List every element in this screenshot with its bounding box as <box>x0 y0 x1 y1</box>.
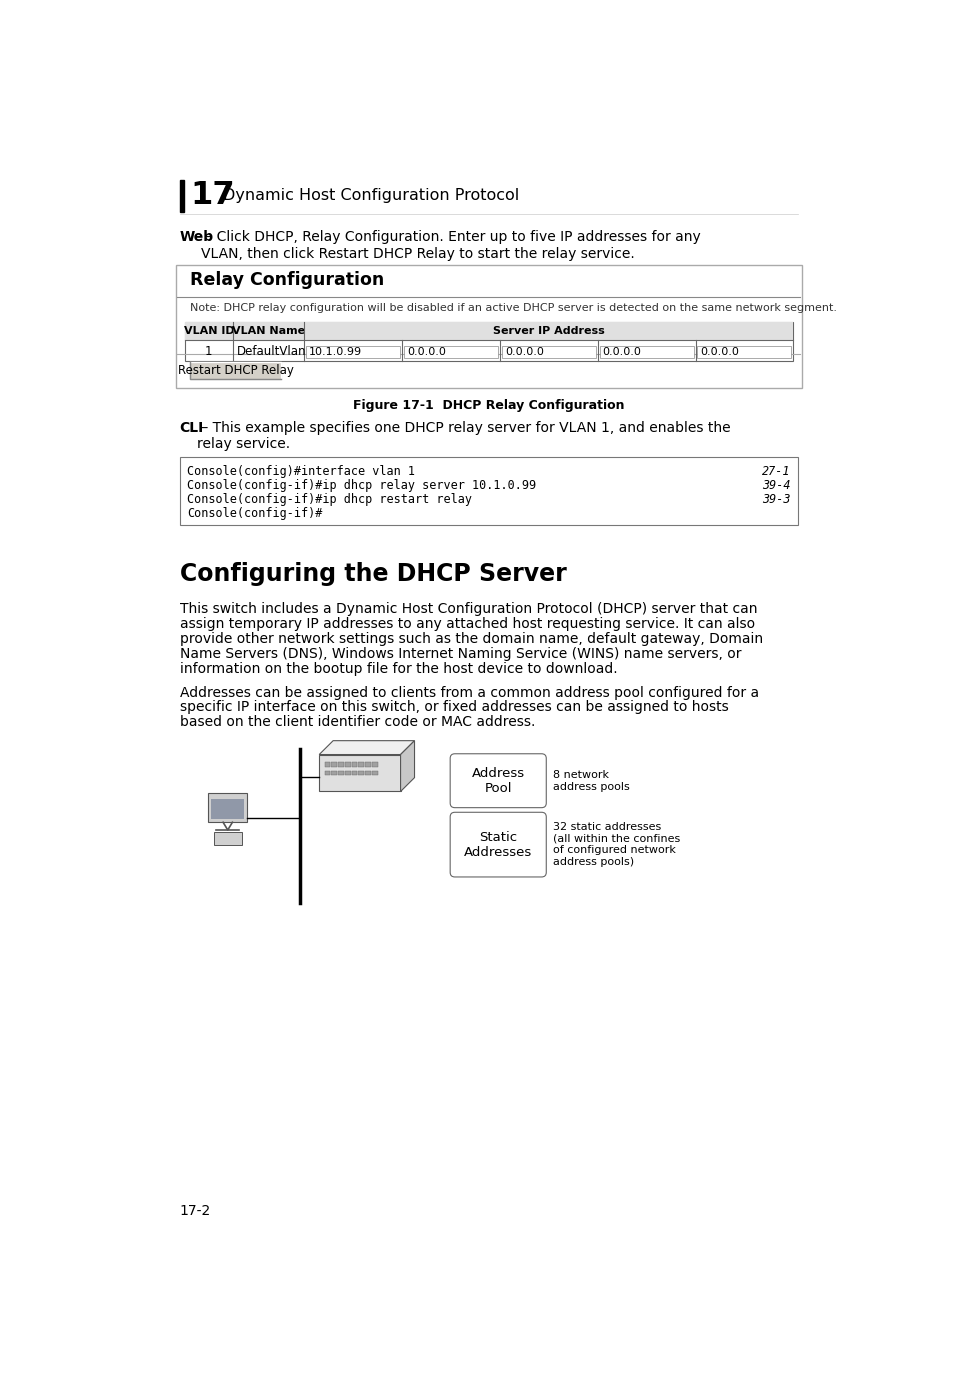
Text: 0.0.0.0: 0.0.0.0 <box>504 347 543 357</box>
Bar <box>352 770 357 776</box>
Bar <box>358 770 364 776</box>
Text: Name Servers (DNS), Windows Internet Naming Service (WINS) name servers, or: Name Servers (DNS), Windows Internet Nam… <box>179 647 740 661</box>
Text: 1: 1 <box>205 346 213 358</box>
Text: Console(config-if)#: Console(config-if)# <box>187 507 322 520</box>
Text: 27-1: 27-1 <box>761 465 790 477</box>
Bar <box>175 265 801 389</box>
Text: 17: 17 <box>190 180 234 211</box>
Bar <box>352 762 357 768</box>
Bar <box>319 755 400 791</box>
Text: 32 static addresses
(all within the confines
of configured network
address pools: 32 static addresses (all within the conf… <box>553 822 679 868</box>
Bar <box>337 762 344 768</box>
Bar <box>331 770 336 776</box>
Bar <box>324 770 330 776</box>
FancyBboxPatch shape <box>450 812 546 877</box>
Text: 0.0.0.0: 0.0.0.0 <box>700 347 739 357</box>
Bar <box>331 762 336 768</box>
Text: Note: DHCP relay configuration will be disabled if an active DHCP server is dete: Note: DHCP relay configuration will be d… <box>190 303 836 312</box>
Bar <box>179 457 798 526</box>
Text: Console(config-if)#ip dhcp relay server 10.1.0.99: Console(config-if)#ip dhcp relay server … <box>187 479 536 491</box>
Polygon shape <box>319 741 415 755</box>
Text: Relay Configuration: Relay Configuration <box>190 271 384 289</box>
Bar <box>365 762 371 768</box>
Text: Restart DHCP Relay: Restart DHCP Relay <box>177 364 294 378</box>
Text: Addresses can be assigned to clients from a common address pool configured for a: Addresses can be assigned to clients fro… <box>179 686 758 700</box>
Text: CLI: CLI <box>179 421 204 434</box>
Text: – Click DHCP, Relay Configuration. Enter up to five IP addresses for any
VLAN, t: – Click DHCP, Relay Configuration. Enter… <box>201 230 700 261</box>
Text: 0.0.0.0: 0.0.0.0 <box>602 347 641 357</box>
Bar <box>213 831 241 845</box>
Text: 8 network
address pools: 8 network address pools <box>553 770 629 791</box>
FancyBboxPatch shape <box>450 754 546 808</box>
Bar <box>697 346 790 358</box>
Bar <box>179 179 184 212</box>
Text: assign temporary IP addresses to any attached host requesting service. It can al: assign temporary IP addresses to any att… <box>179 618 754 632</box>
Text: 10.1.0.99: 10.1.0.99 <box>309 347 362 357</box>
Polygon shape <box>400 741 415 791</box>
Text: Web: Web <box>179 230 213 244</box>
Text: Server IP Address: Server IP Address <box>492 326 603 336</box>
Bar <box>185 322 792 361</box>
Bar <box>365 770 371 776</box>
Text: provide other network settings such as the domain name, default gateway, Domain: provide other network settings such as t… <box>179 632 762 645</box>
Text: information on the bootup file for the host device to download.: information on the bootup file for the h… <box>179 662 617 676</box>
Text: VLAN ID: VLAN ID <box>183 326 233 336</box>
Bar <box>190 362 281 379</box>
Text: VLAN Name: VLAN Name <box>232 326 305 336</box>
Bar <box>337 770 344 776</box>
Text: based on the client identifier code or MAC address.: based on the client identifier code or M… <box>179 715 535 729</box>
Bar <box>208 793 247 822</box>
Bar <box>324 762 330 768</box>
Bar <box>344 762 351 768</box>
Text: 39-4: 39-4 <box>761 479 790 491</box>
Text: 39-3: 39-3 <box>761 493 790 507</box>
Bar <box>344 770 351 776</box>
Bar <box>358 762 364 768</box>
Text: Dynamic Host Configuration Protocol: Dynamic Host Configuration Protocol <box>222 189 518 203</box>
Text: Console(config)#interface vlan 1: Console(config)#interface vlan 1 <box>187 465 415 477</box>
Text: Address
Pool: Address Pool <box>471 766 524 795</box>
Text: Static
Addresses: Static Addresses <box>463 830 532 859</box>
Text: 0.0.0.0: 0.0.0.0 <box>407 347 445 357</box>
Text: Console(config-if)#ip dhcp restart relay: Console(config-if)#ip dhcp restart relay <box>187 493 472 507</box>
Bar <box>212 799 244 819</box>
Bar <box>372 770 377 776</box>
Text: specific IP interface on this switch, or fixed addresses can be assigned to host: specific IP interface on this switch, or… <box>179 701 728 715</box>
Text: – This example specifies one DHCP relay server for VLAN 1, and enables the
relay: – This example specifies one DHCP relay … <box>196 421 730 451</box>
Text: 17-2: 17-2 <box>179 1205 211 1219</box>
Text: This switch includes a Dynamic Host Configuration Protocol (DHCP) server that ca: This switch includes a Dynamic Host Conf… <box>179 602 757 616</box>
Bar <box>306 346 399 358</box>
Bar <box>403 346 497 358</box>
Text: DefaultVlan: DefaultVlan <box>237 346 306 358</box>
Bar <box>185 322 792 340</box>
Bar <box>599 346 693 358</box>
Bar <box>501 346 595 358</box>
Bar <box>372 762 377 768</box>
Text: Figure 17-1  DHCP Relay Configuration: Figure 17-1 DHCP Relay Configuration <box>353 400 624 412</box>
Text: Configuring the DHCP Server: Configuring the DHCP Server <box>179 562 566 586</box>
